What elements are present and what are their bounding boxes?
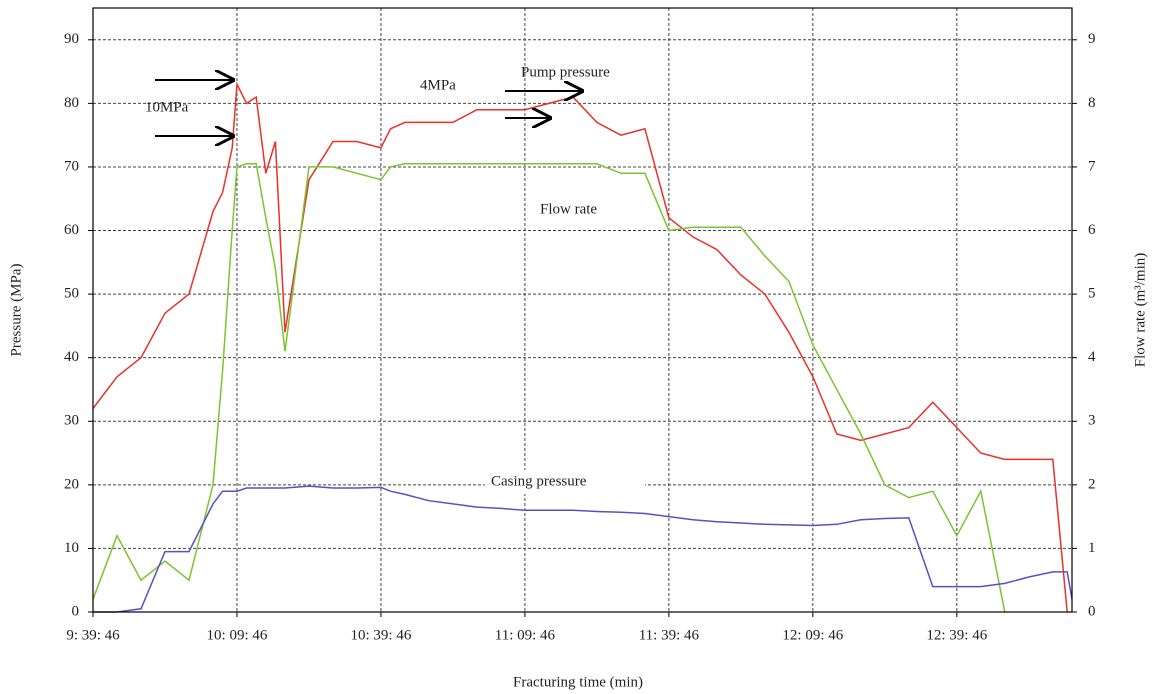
series-line [92,163,1006,613]
series-line [92,81,1068,613]
y2-axis-title: Flow rate (m³/min) [1132,253,1148,367]
y-axis-title: Pressure (MPa) [8,264,24,357]
x-tick-label: 11: 39: 46 [639,627,700,643]
annotation: 10MPa [145,99,189,115]
y2-tick-label: 3 [1088,413,1096,429]
label-background [485,470,645,494]
y-tick-label: 90 [64,31,79,47]
y-tick-label: 80 [64,95,79,111]
y-tick-label: 40 [64,349,79,365]
y-tick-label: 50 [64,286,79,302]
x-tick-label: 11: 09: 46 [495,627,556,643]
plot-area [92,8,1073,613]
series-line [93,485,1073,613]
x-tick-label: 10: 39: 46 [351,627,412,643]
x-axis-title: Fracturing time (min) [513,674,643,690]
x-tick-label: 10: 09: 46 [207,627,268,643]
y-tick-label: 10 [64,540,79,556]
x-tick-label: 12: 39: 46 [926,627,987,643]
y2-tick-label: 0 [1088,603,1096,619]
y2-tick-label: 7 [1088,158,1096,174]
y2-tick-label: 1 [1088,540,1096,556]
annotation: Flow rate [540,201,597,217]
y-tick-label: 30 [64,413,79,429]
y2-tick-label: 2 [1088,476,1096,492]
annotation: Casing pressure [491,473,587,489]
arrows [155,80,582,136]
y2-tick-label: 9 [1088,31,1096,47]
y-tick-label: 20 [64,476,79,492]
y2-tick-label: 8 [1088,95,1096,111]
x-tick-label: 12: 09: 46 [782,627,843,643]
plot-border [92,7,1073,613]
annotation: Pump pressure [521,64,610,80]
annotation: 4MPa [420,77,456,93]
y2-tick-label: 5 [1088,286,1096,302]
x-tick-label: 9: 39: 46 [66,627,120,643]
y-tick-label: 70 [64,158,79,174]
y2-tick-label: 4 [1088,349,1096,365]
y-tick-label: 0 [72,603,80,619]
y-tick-label: 60 [64,222,79,238]
y2-tick-label: 6 [1088,222,1096,238]
